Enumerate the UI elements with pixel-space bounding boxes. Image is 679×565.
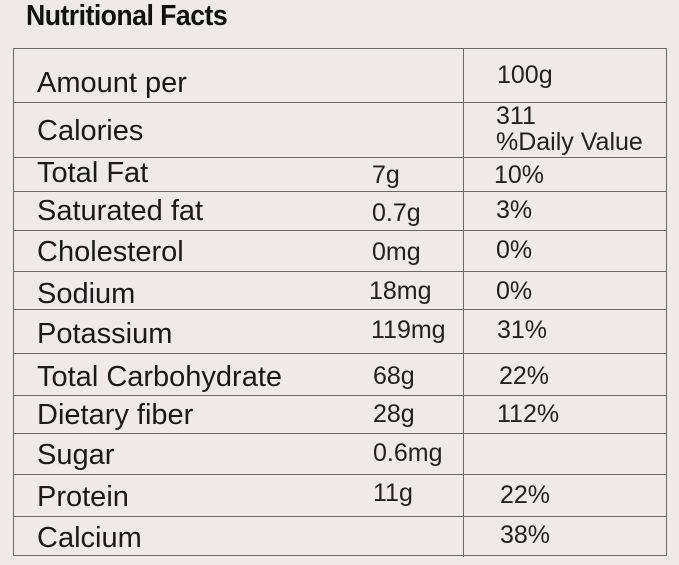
column-divider	[463, 158, 464, 191]
table-row: Total Carbohydrate 68g 22%	[14, 354, 666, 396]
table-row-amount-per: Amount per 100g	[14, 49, 666, 103]
nutrient-name: Total Fat	[37, 157, 149, 189]
column-divider	[463, 396, 464, 433]
nutrition-facts-table: Amount per 100g Calories 311 %Daily Valu…	[13, 48, 667, 557]
amount-per-value: 100g	[497, 61, 553, 89]
nutrient-daily-value: 22%	[499, 362, 550, 390]
nutrient-amount: 68g	[373, 362, 415, 390]
nutrient-amount: 18mg	[369, 277, 432, 305]
column-divider	[463, 517, 464, 557]
nutrient-daily-value: 3%	[496, 196, 533, 224]
table-row: Total Fat 7g 10%	[14, 158, 666, 192]
nutrient-amount: 119mg	[371, 316, 446, 344]
table-row: Sugar 0.6mg	[14, 434, 666, 475]
nutrient-daily-value: 10%	[494, 161, 545, 189]
table-row-calories: Calories 311 %Daily Value	[14, 103, 666, 158]
nutrient-amount: 0.7g	[372, 199, 421, 227]
amount-per-label: Amount per	[37, 67, 187, 99]
nutrient-name: Protein	[37, 481, 129, 513]
column-divider	[463, 272, 464, 309]
column-divider	[463, 434, 464, 474]
nutrient-daily-value: 0%	[496, 277, 533, 305]
nutrient-name: Calcium	[37, 522, 142, 554]
nutrient-name: Cholesterol	[37, 236, 184, 268]
table-row: Dietary fiber 28g 112%	[14, 396, 666, 434]
nutrient-daily-value: 38%	[500, 521, 551, 549]
nutrient-amount: 11g	[373, 479, 413, 507]
nutrient-name: Total Carbohydrate	[37, 361, 283, 393]
nutrient-daily-value: 31%	[497, 316, 548, 344]
calories-label: Calories	[37, 115, 144, 147]
column-divider	[463, 475, 464, 516]
table-row: Calcium 38%	[14, 517, 666, 557]
nutrient-amount: 28g	[373, 400, 415, 428]
column-divider	[463, 354, 464, 395]
nutrient-daily-value: 112%	[497, 400, 560, 428]
nutrient-name: Potassium	[37, 318, 173, 350]
column-divider	[463, 192, 464, 230]
nutrient-name: Sugar	[37, 439, 115, 471]
column-divider	[463, 103, 464, 157]
nutrient-amount: 0.6mg	[373, 439, 443, 467]
table-row: Sodium 18mg 0%	[14, 272, 666, 310]
calories-value: 311	[496, 102, 536, 130]
nutrient-name: Saturated fat	[37, 195, 204, 227]
nutrient-name: Sodium	[37, 278, 136, 310]
nutrient-amount: 7g	[372, 161, 400, 189]
nutrient-amount: 0mg	[372, 238, 421, 266]
nutrient-daily-value: 22%	[500, 481, 551, 509]
column-divider	[463, 231, 464, 271]
page-title: Nutritional Facts	[26, 0, 228, 32]
nutrient-daily-value: 0%	[496, 236, 533, 264]
table-row: Saturated fat 0.7g 3%	[14, 192, 666, 231]
nutrient-name: Dietary fiber	[37, 399, 194, 431]
table-row: Protein 11g 22%	[14, 475, 666, 517]
daily-value-label: %Daily Value	[496, 128, 643, 156]
table-row: Cholesterol 0mg 0%	[14, 231, 666, 272]
table-row: Potassium 119mg 31%	[14, 310, 666, 354]
column-divider	[463, 310, 464, 353]
column-divider	[463, 49, 464, 102]
